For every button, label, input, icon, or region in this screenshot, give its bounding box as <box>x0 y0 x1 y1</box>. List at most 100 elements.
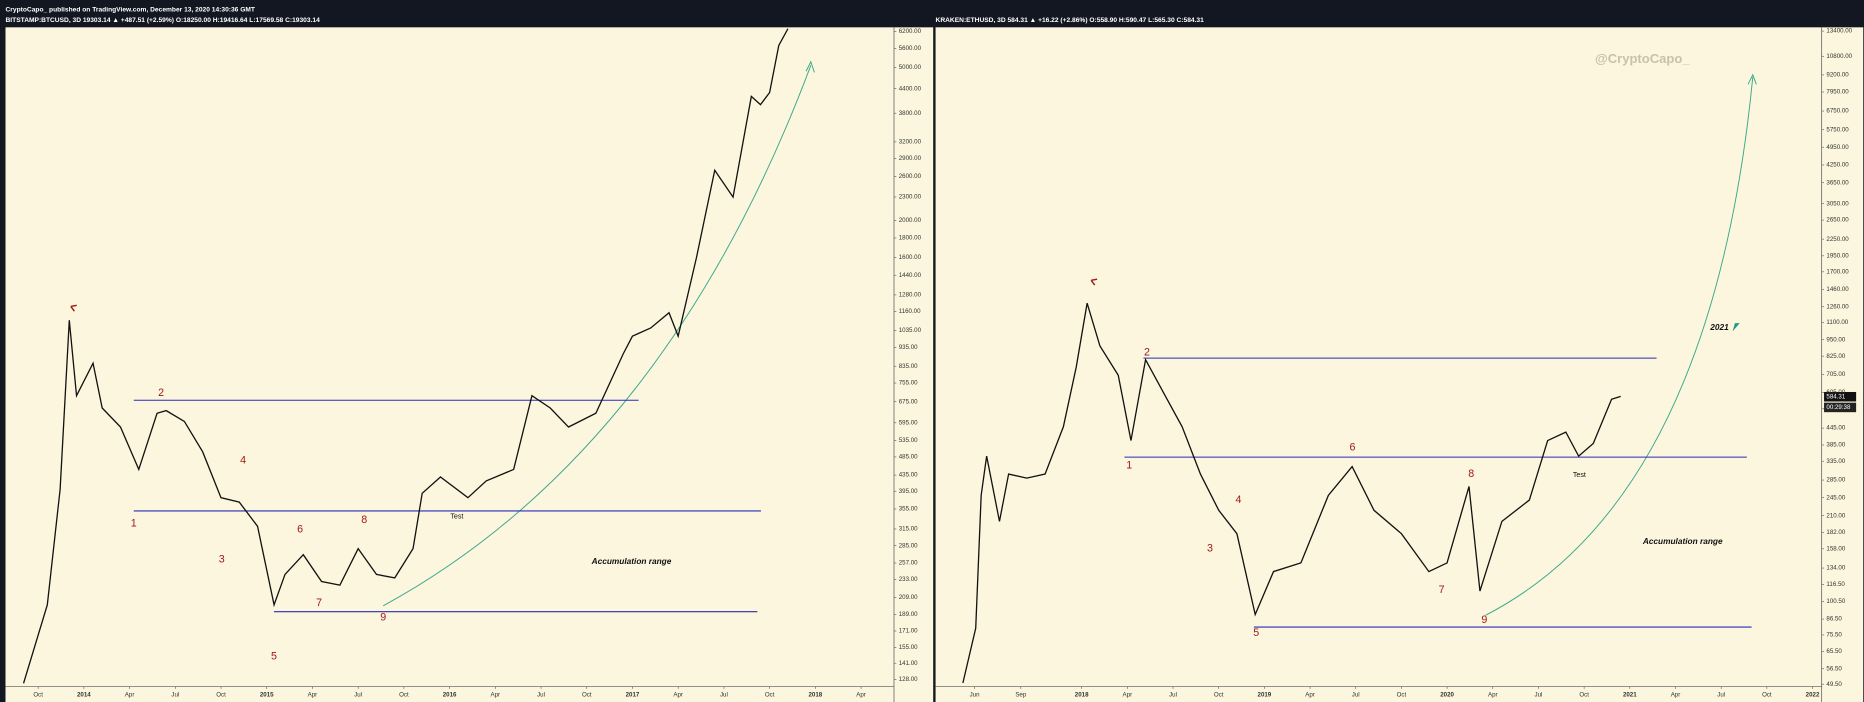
last-price-label: 584.31 <box>1826 393 1845 400</box>
y-tick-label: 1460.00 <box>1826 286 1849 293</box>
x-tick-label: Oct <box>33 691 43 698</box>
x-tick-label: Apr <box>125 691 135 698</box>
annotation: 9 <box>1481 614 1487 626</box>
annotation: 8 <box>361 514 367 526</box>
y-tick-label: 3050.00 <box>1826 200 1849 207</box>
x-tick-label: Oct <box>399 691 409 698</box>
y-tick-label: 189.00 <box>899 611 918 618</box>
x-tick-label: Jul <box>720 691 728 698</box>
y-tick-label: 116.50 <box>1826 581 1845 588</box>
arrow-icon <box>1732 323 1740 332</box>
projection-curve <box>1485 77 1754 616</box>
x-tick-label: Oct <box>582 691 592 698</box>
y-tick-label: 3650.00 <box>1826 179 1849 186</box>
x-tick-label: Jun <box>970 691 981 698</box>
x-tick-label: Apr <box>673 691 683 698</box>
y-tick-label: 5000.00 <box>899 64 922 71</box>
y-tick-label: 2900.00 <box>899 155 922 162</box>
arrow-head <box>1747 73 1757 85</box>
annotation: 7 <box>316 597 322 609</box>
y-tick-label: 182.00 <box>1826 529 1845 536</box>
y-tick-label: 13400.00 <box>1826 28 1852 35</box>
annotation: 7 <box>1439 584 1445 596</box>
symbol-info: KRAKEN:ETHUSD, 3D 584.31 ▲ +16.22 (+2.86… <box>936 17 1205 24</box>
y-tick-label: 158.00 <box>1826 545 1845 552</box>
last-price-box <box>1824 391 1857 402</box>
y-tick-label: 355.00 <box>899 506 918 513</box>
x-tick-label: Oct <box>1579 691 1589 698</box>
y-tick-label: 155.00 <box>899 644 918 651</box>
y-tick-label: 705.00 <box>1826 371 1845 378</box>
annotation: Accumulation range <box>1642 536 1723 546</box>
x-tick-label: Jul <box>354 691 362 698</box>
annotation: 8 <box>1468 468 1474 480</box>
x-tick-label: 2019 <box>1258 691 1272 698</box>
y-tick-label: 1035.00 <box>899 327 922 334</box>
arrow-head <box>805 60 815 73</box>
y-tick-label: 86.50 <box>1826 616 1842 623</box>
publisher-line: CryptoCapo_ published on TradingView.com… <box>6 6 255 13</box>
projection-curve <box>383 65 812 607</box>
y-tick-label: 755.00 <box>899 380 918 387</box>
x-tick-label: 2015 <box>260 691 274 698</box>
annotation: 2 <box>1144 347 1150 359</box>
y-tick-label: 6750.00 <box>1826 108 1849 115</box>
y-tick-label: 1440.00 <box>899 272 922 279</box>
annotation: 3 <box>1207 543 1213 555</box>
x-tick-label: Oct <box>1762 691 1772 698</box>
y-tick-label: 825.00 <box>1826 353 1845 360</box>
annotation: 1 <box>131 518 137 530</box>
y-tick-label: 257.00 <box>899 560 918 567</box>
y-tick-label: 1600.00 <box>899 254 922 261</box>
annotation: 2 <box>158 387 164 399</box>
y-tick-label: 56.50 <box>1826 665 1842 672</box>
y-tick-label: 171.00 <box>899 628 918 635</box>
annotation: Test <box>1573 471 1586 479</box>
y-tick-label: 535.00 <box>899 437 918 444</box>
x-tick-label: Oct <box>1214 691 1224 698</box>
x-tick-label: 2021 <box>1623 691 1637 698</box>
y-tick-label: 1700.00 <box>1826 268 1849 275</box>
annotation: 5 <box>1253 627 1259 639</box>
left-panel <box>5 27 934 702</box>
y-tick-label: 4400.00 <box>899 85 922 92</box>
y-tick-label: 285.00 <box>899 542 918 549</box>
y-tick-label: 4950.00 <box>1826 144 1849 151</box>
y-tick-label: 675.00 <box>899 398 918 405</box>
x-tick-label: 2017 <box>626 691 640 698</box>
x-tick-label: Apr <box>1123 691 1133 698</box>
x-tick-label: Jul <box>1535 691 1543 698</box>
y-tick-label: 950.00 <box>1826 336 1845 343</box>
x-tick-label: Sep <box>1015 691 1027 698</box>
annotation: 4 <box>1235 494 1241 506</box>
y-tick-label: 9200.00 <box>1826 72 1849 79</box>
annotation: Test <box>450 513 463 521</box>
x-tick-label: 2022 <box>1806 691 1820 698</box>
y-tick-label: 233.00 <box>899 576 918 583</box>
y-tick-label: 65.50 <box>1826 648 1842 655</box>
y-tick-label: 835.00 <box>899 363 918 370</box>
y-tick-label: 210.00 <box>1826 512 1845 519</box>
y-tick-label: 10800.00 <box>1826 53 1852 60</box>
y-tick-label: 100.50 <box>1826 598 1845 605</box>
y-tick-label: 3200.00 <box>899 139 922 146</box>
y-tick-label: 7950.00 <box>1826 89 1849 96</box>
annotation: 2021 <box>1709 322 1729 332</box>
plot <box>962 302 1752 684</box>
y-tick-label: 1100.00 <box>1826 319 1848 326</box>
x-tick-label: 2016 <box>443 691 457 698</box>
annotation: 6 <box>1350 442 1356 454</box>
symbol-info: BITSTAMP:BTCUSD, 3D 19303.14 ▲ +487.51 (… <box>6 17 321 24</box>
y-tick-label: 335.00 <box>1826 458 1845 465</box>
y-tick-label: 595.00 <box>899 419 918 426</box>
annotation: 9 <box>380 611 386 623</box>
annotation: 4 <box>240 455 246 467</box>
x-tick-label: Apr <box>308 691 318 698</box>
price-line <box>962 302 1621 684</box>
peak-marker <box>70 304 77 312</box>
y-tick-label: 5600.00 <box>899 45 922 52</box>
y-tick-label: 4250.00 <box>1826 162 1849 169</box>
x-tick-label: 2018 <box>809 691 823 698</box>
x-tick-label: 2018 <box>1075 691 1089 698</box>
